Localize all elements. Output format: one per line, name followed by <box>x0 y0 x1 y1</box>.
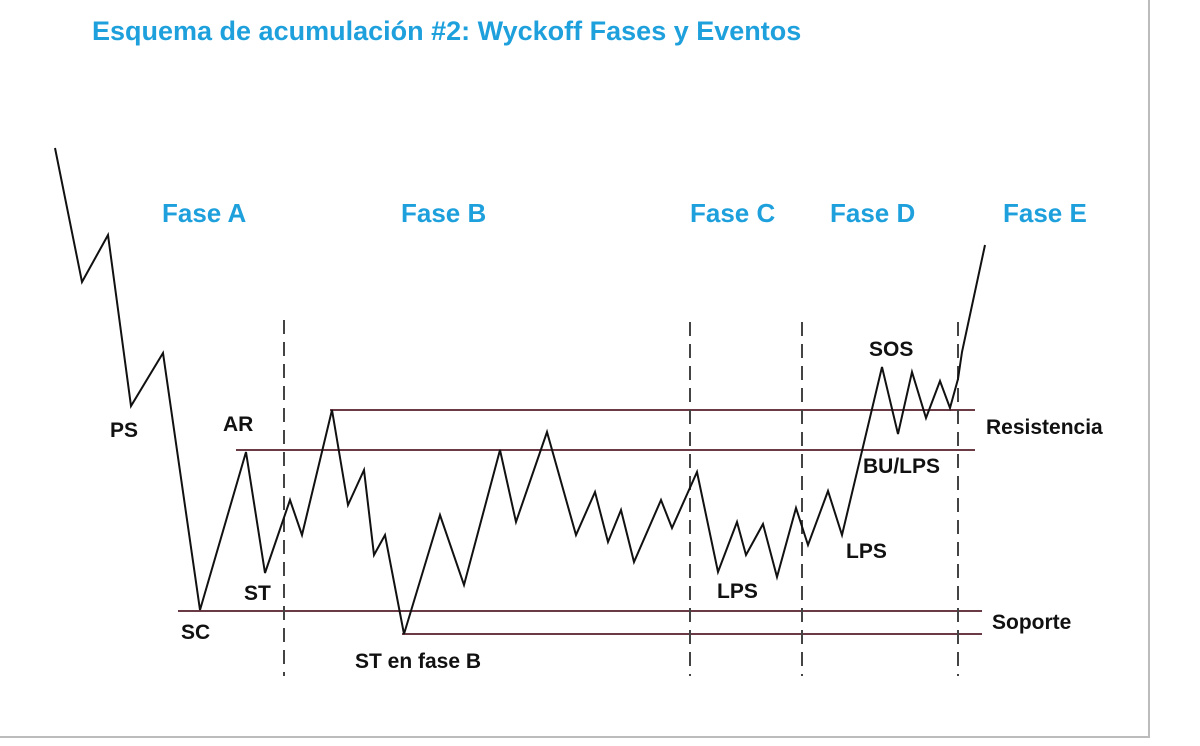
event-st-fase-b: ST en fase B <box>355 650 482 673</box>
level-resistance-label: Resistencia <box>986 416 1103 439</box>
diagram-title: Esquema de acumulación #2: Wyckoff Fases… <box>92 16 802 46</box>
phase-c-label: Fase C <box>690 198 776 228</box>
phase-b-label: Fase B <box>401 198 487 228</box>
event-lps-d: LPS <box>846 540 887 563</box>
phase-e-label: Fase E <box>1003 198 1087 228</box>
event-ar: AR <box>223 413 254 436</box>
price-path <box>54 147 986 635</box>
event-sos: SOS <box>869 338 914 361</box>
event-lps-c: LPS <box>717 580 758 603</box>
phase-d-label: Fase D <box>830 198 916 228</box>
event-bu-lps: BU/LPS <box>863 455 941 478</box>
event-ps: PS <box>110 419 139 442</box>
event-sc: SC <box>181 621 211 644</box>
event-st: ST <box>244 582 271 605</box>
level-support-label: Soporte <box>992 611 1072 634</box>
phase-a-label: Fase A <box>162 198 247 228</box>
diagram-frame <box>0 0 1150 738</box>
